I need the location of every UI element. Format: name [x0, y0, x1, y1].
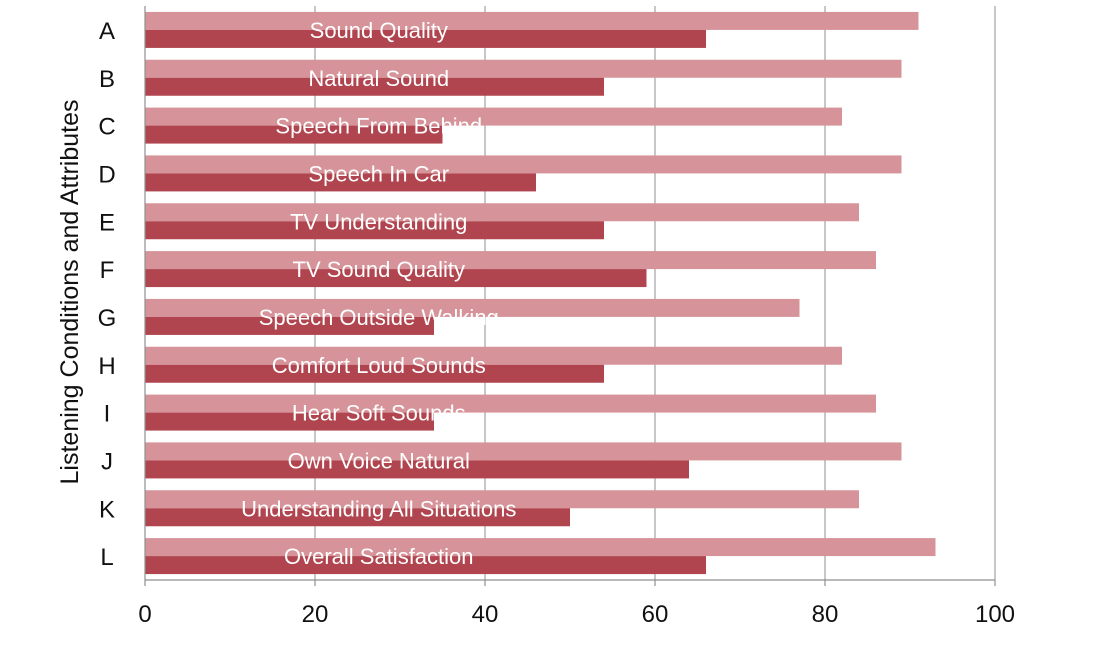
- category-label: B: [99, 66, 115, 93]
- labels: 0 20 40 60 80 100 A Sound Quality B Natural Sound…: [98, 18, 1015, 628]
- bar-series1-E: [145, 203, 859, 222]
- bar-attribute-label: Sound Quality: [310, 18, 448, 43]
- x-tick-label: 80: [812, 601, 839, 628]
- bar-series1-J: [145, 442, 902, 461]
- category-label: F: [100, 257, 115, 284]
- x-tick-label: 100: [975, 601, 1015, 628]
- category-label: L: [100, 544, 113, 571]
- category-label: G: [98, 305, 117, 332]
- category-label: I: [104, 401, 111, 428]
- x-tick-label: 40: [472, 601, 499, 628]
- axes: [144, 6, 996, 586]
- category-label: C: [98, 114, 115, 141]
- bar-series2-J: [145, 460, 689, 479]
- bar-attribute-label: Overall Satisfaction: [284, 544, 474, 569]
- x-tick-label: 20: [302, 601, 329, 628]
- y-axis-title: Listening Conditions and Attributes: [56, 100, 84, 485]
- bar-attribute-label: Own Voice Natural: [288, 448, 470, 473]
- category-label: K: [99, 496, 115, 523]
- bar-series2-K: [145, 508, 570, 527]
- bar-series2-D: [145, 173, 536, 192]
- bar-series2-F: [145, 269, 647, 288]
- bar-attribute-label: Speech From Behind: [275, 114, 482, 139]
- bar-attribute-label: Understanding All Situations: [241, 496, 516, 521]
- bar-series1-A: [145, 11, 919, 30]
- bar-series1-F: [145, 251, 876, 270]
- bar-series2-L: [145, 556, 706, 575]
- category-label: J: [101, 448, 113, 475]
- bar-attribute-label: Speech Outside Walking: [259, 305, 499, 330]
- bar-attribute-label: Hear Soft Sounds: [292, 401, 466, 426]
- bar-series2-H: [145, 364, 604, 383]
- x-tick-label: 60: [642, 601, 669, 628]
- bar-series2-C: [145, 125, 443, 144]
- category-label: H: [98, 353, 115, 380]
- bar-series1-L: [145, 538, 936, 557]
- bar-attribute-label: Natural Sound: [308, 66, 449, 91]
- x-tick-label: 0: [138, 601, 151, 628]
- bars: [145, 11, 936, 575]
- category-label: E: [99, 209, 115, 236]
- bar-series1-D: [145, 155, 902, 174]
- bar-attribute-label: TV Sound Quality: [293, 257, 465, 282]
- bar-series1-H: [145, 346, 842, 365]
- gridlines: [314, 6, 996, 580]
- bar-attribute-label: Comfort Loud Sounds: [272, 353, 486, 378]
- bar-series2-E: [145, 221, 604, 240]
- bar-series2-I: [145, 412, 434, 431]
- bar-series2-B: [145, 77, 604, 96]
- bar-attribute-label: TV Understanding: [290, 209, 467, 234]
- bar-series2-A: [145, 29, 706, 48]
- bar-series1-C: [145, 107, 842, 126]
- bar-series2-G: [145, 316, 434, 335]
- bar-attribute-label: Speech In Car: [308, 161, 449, 186]
- bar-series1-G: [145, 298, 800, 317]
- category-label: D: [98, 161, 115, 188]
- bar-series1-I: [145, 394, 876, 413]
- bar-series1-B: [145, 59, 902, 78]
- category-label: A: [99, 18, 115, 45]
- bar-series1-K: [145, 490, 859, 509]
